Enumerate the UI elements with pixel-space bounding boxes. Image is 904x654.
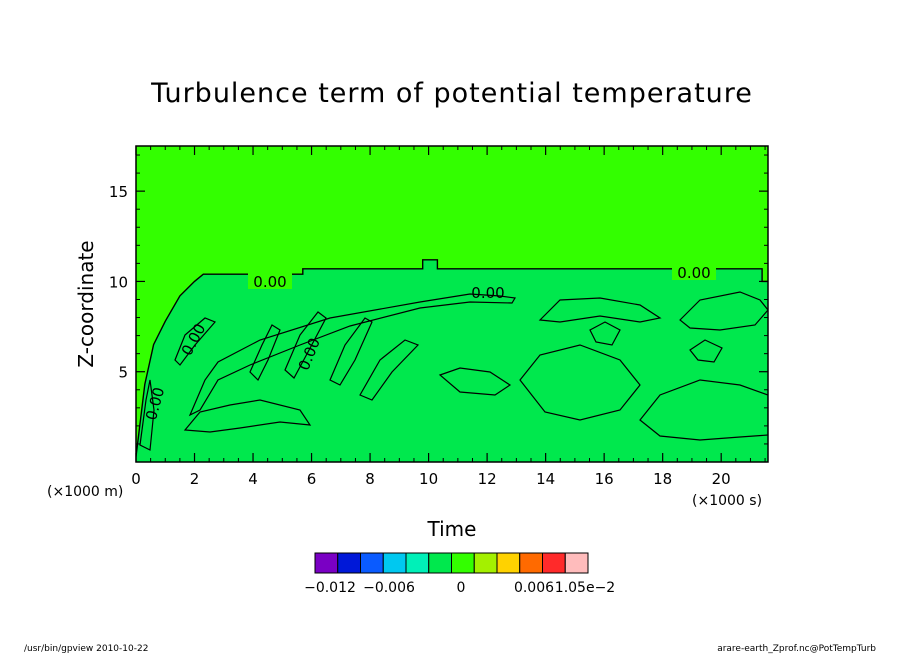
- colorbar-swatch: [451, 552, 475, 574]
- colorbar-swatch: [473, 552, 498, 574]
- contour-line: [139, 379, 155, 451]
- y-tick-label: 5: [118, 364, 128, 382]
- x-axis: 0 2 4 6 8 10 12 14 16 18 20: [131, 146, 766, 488]
- x-tick-label: 6: [307, 470, 317, 488]
- x-tick-label: 2: [190, 470, 200, 488]
- contour-line: [188, 293, 516, 417]
- colorbar-tick-label: 0.006: [514, 580, 554, 596]
- x-tick-label: 16: [595, 470, 614, 488]
- colorbar-swatch: [564, 552, 589, 574]
- contour-line: [679, 291, 768, 331]
- x-axis-unit: (×1000 s): [692, 493, 762, 509]
- contour-labels: 0.00 0.00 0.00 0.00 0.00 0.00: [142, 264, 716, 422]
- contour-line: [136, 259, 768, 457]
- colorbar-swatch: [405, 552, 430, 574]
- contour-line: [589, 321, 621, 346]
- contour-label: 0.00: [253, 273, 286, 291]
- x-tick-label: 8: [365, 470, 375, 488]
- contour-line: [689, 339, 723, 363]
- footer-right: arare-earth_Zprof.nc@PotTempTurb: [717, 644, 876, 654]
- colorbar-swatch: [337, 552, 361, 574]
- x-tick-label: 0: [131, 470, 141, 488]
- y-tick-label: 10: [109, 273, 128, 291]
- colorbar-swatch: [360, 552, 384, 574]
- colorbar: [314, 552, 589, 574]
- contour-line: [438, 367, 512, 396]
- colorbar-swatch: [519, 552, 543, 574]
- contour-line: [538, 297, 662, 323]
- footer-left: /usr/bin/gpview 2010-10-22: [24, 644, 148, 654]
- x-tick-label: 18: [653, 470, 672, 488]
- x-axis-label: Time: [427, 517, 477, 541]
- contour-line: [359, 339, 420, 401]
- contour-label-box: [672, 264, 716, 280]
- contour-line: [639, 379, 768, 441]
- x-tick-label: 4: [248, 470, 258, 488]
- contour-label: 0.00: [471, 284, 504, 302]
- y-axis: 5 10 15: [109, 154, 768, 445]
- colorbar-swatch: [382, 552, 407, 574]
- y-axis-unit: (×1000 m): [47, 484, 123, 500]
- x-tick-label: 12: [478, 470, 497, 488]
- inner-contours: [139, 291, 768, 451]
- contour-line: [284, 311, 327, 379]
- contour-line: [519, 344, 641, 421]
- x-tick-label: 14: [536, 470, 555, 488]
- colorbar-swatch: [428, 552, 452, 574]
- chart-title: Turbulence term of potential temperature: [150, 78, 753, 109]
- colorbar-swatch: [314, 552, 339, 574]
- x-tick-label: 20: [712, 470, 731, 488]
- contour-line: [329, 317, 373, 386]
- y-axis-label: Z-coordinate: [74, 240, 98, 367]
- contour-line: [249, 324, 281, 382]
- colorbar-tick-label: 1.05e−2: [555, 580, 615, 596]
- boundary-layer-fill: [136, 259, 768, 462]
- plot-area: 0.00 0.00 0.00 0.00 0.00 0.00 0 2 4 6 8 10 12 1…: [109, 145, 769, 488]
- contour-line: [183, 399, 312, 433]
- colorbar-ticks: −0.012 −0.006 0 0.006 1.05e−2: [304, 580, 615, 596]
- colorbar-tick-label: −0.012: [304, 580, 356, 596]
- colorbar-tick-label: 0: [457, 580, 466, 596]
- plot-frame: [135, 145, 769, 463]
- contour-label: 0.00: [677, 264, 710, 282]
- colorbar-tick-label: −0.006: [363, 580, 415, 596]
- contour-label-box: [248, 273, 292, 289]
- x-tick-label: 10: [419, 470, 438, 488]
- contour-line: [174, 317, 217, 366]
- colorbar-swatch: [542, 552, 566, 574]
- y-tick-label: 15: [109, 183, 128, 201]
- colorbar-swatch: [496, 552, 521, 574]
